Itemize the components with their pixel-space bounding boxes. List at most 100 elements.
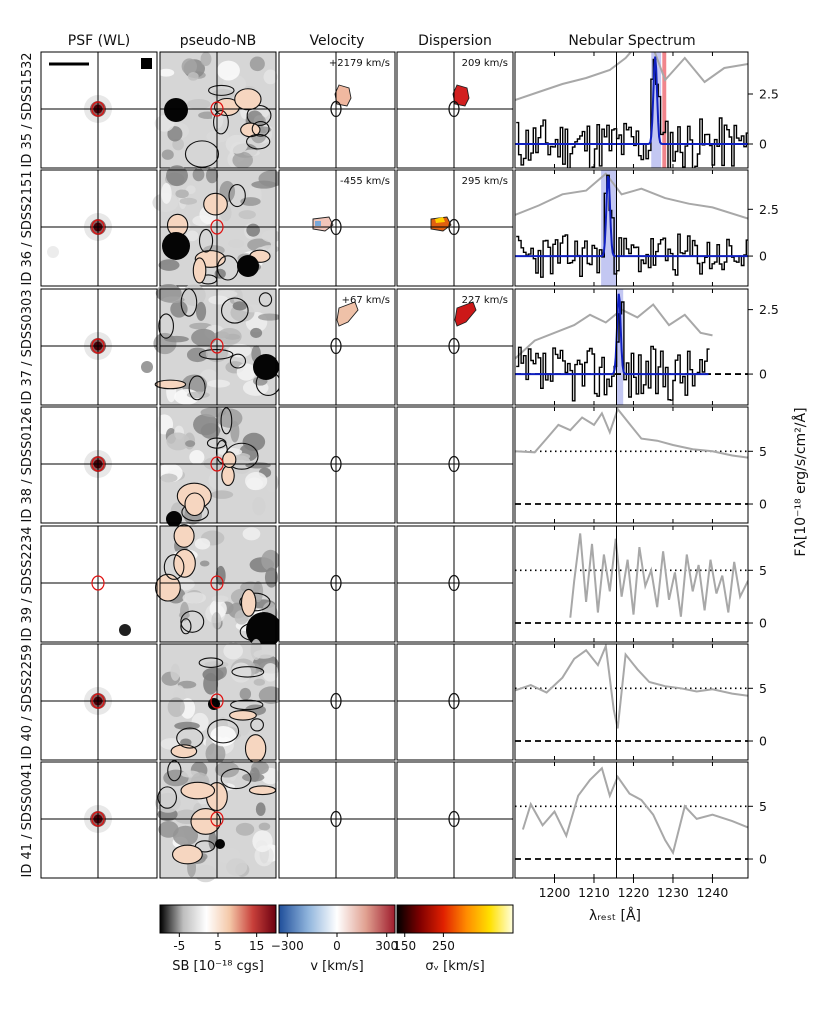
spectrum-panel: 05 [514, 643, 767, 761]
velocity-panel: +67 km/s [279, 289, 395, 405]
panel-overlay [159, 525, 277, 643]
psf-size-marker [141, 58, 152, 69]
velocity-label: +2179 km/s [329, 58, 390, 69]
panel-frame [159, 643, 277, 761]
nb-contour [173, 548, 196, 578]
continuum-spectrum [515, 303, 713, 360]
dispersion-panel: 227 km/s [397, 289, 513, 405]
nb-noise [203, 672, 219, 695]
map-background [279, 644, 395, 760]
nb-contour [157, 786, 178, 809]
nb-noise [230, 662, 252, 683]
nb-noise [212, 88, 235, 100]
nb-noise [236, 716, 251, 736]
qso-position-marker [448, 810, 460, 828]
nb-contour [220, 768, 252, 790]
nb-noise [194, 864, 217, 883]
qso-position-marker [330, 574, 342, 592]
spectrum-x-axis: λᵣₑₛₜ [Å] 1200 1210 1220 1230 1240 [539, 878, 729, 924]
psf-panel [41, 644, 157, 760]
spectrum-frame [514, 288, 749, 406]
colorbar-gradient [159, 904, 277, 934]
nb-noise [230, 420, 240, 443]
panel-frame [278, 643, 396, 761]
panel-frame [159, 169, 277, 287]
column-header-nebular-spectrum: Nebular Spectrum [568, 33, 695, 49]
panel-overlay [40, 761, 158, 879]
pseudo-nb-panel [160, 638, 284, 765]
nb-contour [258, 292, 273, 307]
dispersion-panel: 209 km/s [397, 52, 513, 168]
nb-noise [253, 678, 266, 686]
nb-noise [231, 455, 252, 475]
nb-noise [262, 663, 279, 682]
nb-continuum-source [253, 354, 279, 380]
panel-overlay [40, 288, 158, 406]
nb-noise [186, 347, 208, 363]
pseudo-nb-panel [152, 165, 285, 286]
dispersion-label: 295 km/s [462, 176, 508, 187]
nb-noise [249, 767, 260, 782]
qso-position-marker [91, 101, 105, 117]
continuum-spectrum [521, 766, 748, 856]
nb-noise [211, 595, 229, 603]
velocity-label: +67 km/s [342, 295, 390, 306]
continuum-spectrum [515, 644, 748, 729]
continuum-spectrum [569, 533, 748, 618]
pseudo-nb-panel [155, 407, 279, 527]
nb-contour [171, 844, 203, 865]
column-headers: PSF (WL) pseudo-NB Velocity Dispersion N… [68, 33, 696, 49]
nb-noise [228, 239, 245, 249]
panel-frame [278, 761, 396, 879]
panel-overlay [159, 288, 277, 406]
colorbar-label: SB [10⁻¹⁸ cgs] [172, 959, 264, 974]
spectrum-frame [514, 643, 749, 761]
nb-noise [161, 149, 174, 160]
nb-noise [258, 313, 282, 321]
panel-overlay [40, 525, 158, 643]
qso-position-marker [330, 692, 342, 710]
qso-position-marker [91, 219, 105, 235]
peak-window [662, 52, 667, 168]
nb-contour [231, 666, 265, 678]
nb-contour [207, 718, 240, 744]
map-background [279, 407, 395, 523]
nb-noise [207, 379, 231, 388]
x-tick-label: 1210 [578, 885, 610, 900]
column-header-velocity: Velocity [310, 33, 365, 49]
panel-overlay [278, 643, 396, 761]
nb-noise [170, 663, 180, 681]
velocity-label: -455 km/s [340, 176, 390, 187]
panel-frame [396, 406, 514, 524]
nb-noise [235, 822, 255, 836]
integration-window [616, 289, 624, 405]
nb-noise [242, 432, 266, 452]
panel-overlay [40, 643, 158, 761]
colorbar-tick-label: 15 [249, 939, 264, 953]
nb-contour [173, 524, 195, 548]
nb-noise [211, 612, 222, 630]
image-panels: +2179 km/s 209 km/s -455 km/s 295 km/s +67 k… [40, 51, 514, 883]
y-tick-label: 2.5 [759, 87, 779, 102]
velocity-panel [279, 644, 395, 760]
y-tick-label: 0 [759, 852, 767, 867]
y-tick-label: 2.5 [759, 302, 779, 317]
spectrum-frame [514, 51, 749, 169]
spectrum-panel: 02.5 [514, 51, 779, 169]
spectrum-plot-area [515, 289, 748, 405]
colorbar-gradient [278, 904, 396, 934]
qso-position-marker [210, 811, 224, 827]
nb-noise [205, 742, 226, 765]
qso-position-marker [448, 574, 460, 592]
nb-noise [161, 182, 172, 204]
nb-noise [255, 802, 266, 817]
x-tick-label: 1240 [697, 885, 729, 900]
nb-contour [246, 133, 271, 150]
panel-overlay [396, 169, 514, 287]
spectrum-panel: 05 [514, 525, 767, 643]
row-label: ID 41 / SDSS0041 [20, 762, 35, 877]
colorbar-dispersion: 150 250 σᵥ [km/s] [393, 904, 514, 974]
panel-overlay [159, 761, 277, 879]
qso-position-marker [210, 693, 224, 709]
